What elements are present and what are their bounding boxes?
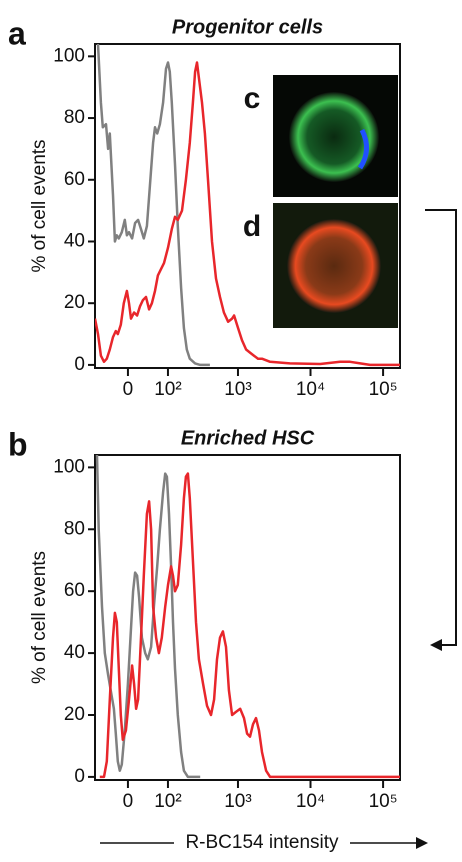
chart-title: Progenitor cells [172,16,323,38]
x-tick-label: 10⁴ [296,791,325,812]
y-axis-label: % of cell events [29,139,50,272]
chart-title: Enriched HSC [181,427,315,449]
x-tick-label: 10³ [224,791,251,812]
x-tick-label: 0 [123,379,134,400]
y-tick-label: 0 [74,766,85,787]
plot-frame [94,454,401,781]
y-tick-label: 20 [64,292,85,313]
arrow-head [430,639,442,651]
panel-label: a [8,15,26,51]
series-line [96,44,210,367]
y-tick-label: 60 [64,169,85,190]
inset-label: c [244,82,261,115]
x-tick-label: 10⁵ [369,791,398,812]
x-tick-label: 10³ [224,379,251,400]
inset-label: d [243,210,261,243]
y-tick-label: 20 [64,704,85,725]
y-tick-label: 100 [53,456,85,477]
y-tick-label: 60 [64,580,85,601]
y-tick-label: 80 [64,107,85,128]
x-axis-label: R-BC154 intensity [185,832,339,853]
series-line [99,472,400,779]
bracket-arrow [425,209,457,646]
y-tick-label: 100 [53,45,85,66]
y-tick-label: 80 [64,518,85,539]
x-tick-label: 10⁵ [369,379,398,400]
cell-c-blue [357,128,369,170]
y-tick-label: 0 [74,354,85,375]
x-tick-label: 10² [154,791,181,812]
x-tick-label: 10⁴ [296,379,325,400]
y-tick-label: 40 [64,642,85,663]
y-tick-label: 40 [64,231,85,252]
y-axis-label: % of cell events [29,551,50,684]
cell-d [287,219,381,313]
cell-c [289,92,379,182]
series-line [95,61,400,367]
plot-frame [94,43,401,369]
x-tick-label: 10² [154,379,181,400]
panel-label: b [8,426,28,462]
xlabel-arrow-head [416,837,428,849]
x-tick-label: 0 [123,791,134,812]
